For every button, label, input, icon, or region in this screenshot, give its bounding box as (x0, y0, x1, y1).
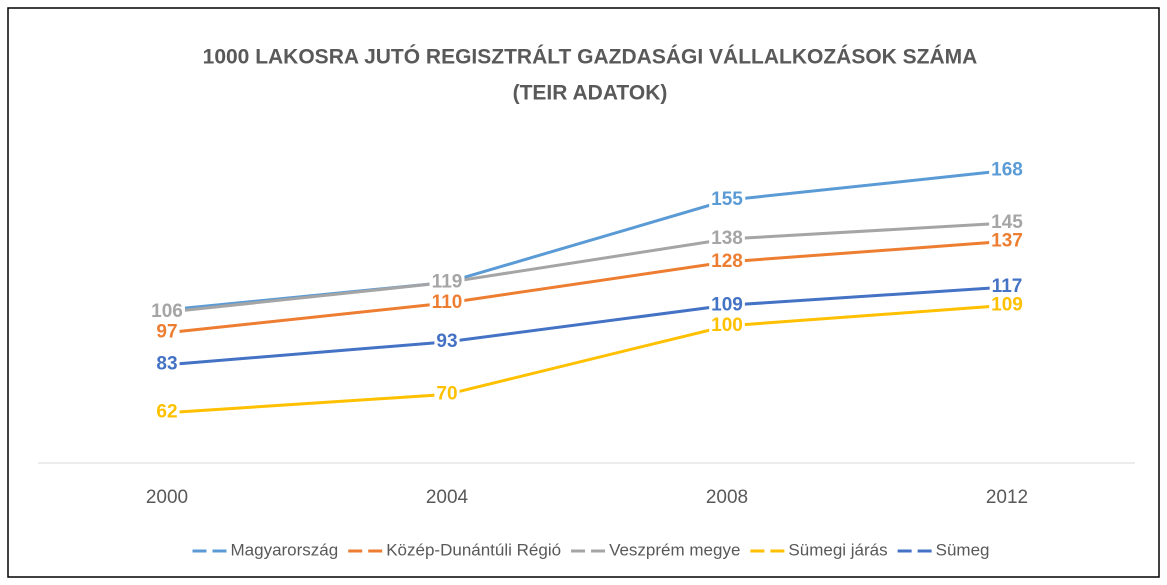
data-label-bg (989, 230, 1025, 252)
data-label: 155 (711, 189, 743, 210)
data-label: 119 (432, 271, 463, 292)
data-label-bg (154, 401, 180, 423)
legend-label: Közép-Dunántúli Régió (386, 540, 561, 559)
data-label-bg (989, 159, 1025, 181)
line-series (166, 221, 1008, 314)
data-label: 62 (156, 402, 177, 423)
data-label: 137 (991, 230, 1023, 251)
legend-item: Közép-Dunántúli Régió (348, 540, 561, 559)
data-label: 83 (156, 354, 177, 375)
data-label: 168 (991, 159, 1023, 180)
data-label-bg (154, 321, 180, 343)
data-label-bg (989, 294, 1025, 316)
data-label: 109 (711, 294, 743, 315)
data-label: 128 (711, 251, 743, 272)
legend-label: Magyarország (231, 540, 339, 559)
legend-item: Magyarország (192, 540, 339, 559)
data-label: 97 (156, 322, 177, 343)
data-label: 109 (991, 294, 1023, 315)
line-series (166, 303, 1008, 415)
data-label-bg (989, 276, 1025, 298)
chart-border (7, 7, 1160, 578)
chart-title: 1000 LAKOSRA JUTÓ REGISZTRÁLT GAZDASÁGI … (203, 45, 978, 69)
data-label: 117 (992, 276, 1023, 297)
x-tick-label: 2004 (426, 487, 469, 508)
data-label-bg (434, 330, 460, 352)
data-label-bg (154, 353, 180, 375)
data-label-bg (709, 250, 745, 272)
line-series (166, 239, 1008, 335)
legend-item: Sümegi járás (750, 540, 888, 559)
data-label-bg (709, 294, 745, 316)
data-label: 100 (711, 315, 743, 336)
x-tick-label: 2008 (706, 487, 748, 508)
data-label-bg (429, 292, 465, 314)
legend-item: Veszprém megye (571, 540, 740, 559)
legend-label: Sümegi járás (788, 540, 887, 559)
x-tick-label: 2000 (146, 487, 188, 508)
legend-label: Sümeg (936, 540, 990, 559)
legend-label: Veszprém megye (609, 540, 740, 559)
data-label: 70 (436, 383, 457, 404)
data-label-bg (429, 271, 465, 293)
data-label-bg (989, 212, 1026, 234)
data-label: 110 (432, 292, 463, 313)
data-label: 106 (151, 301, 183, 322)
data-label: 145 (991, 212, 1023, 233)
data-label: 138 (711, 228, 743, 249)
data-label-bg (709, 189, 746, 211)
data-label-bg (709, 314, 745, 336)
data-label-bg (434, 383, 460, 405)
data-label: 93 (436, 331, 457, 352)
data-label-bg (709, 228, 745, 250)
legend-item: Sümeg (897, 540, 990, 559)
x-tick-label: 2012 (986, 487, 1028, 508)
data-label-bg (149, 301, 185, 323)
chart-title: (TEIR ADATOK) (513, 82, 668, 105)
line-series (166, 285, 1008, 367)
